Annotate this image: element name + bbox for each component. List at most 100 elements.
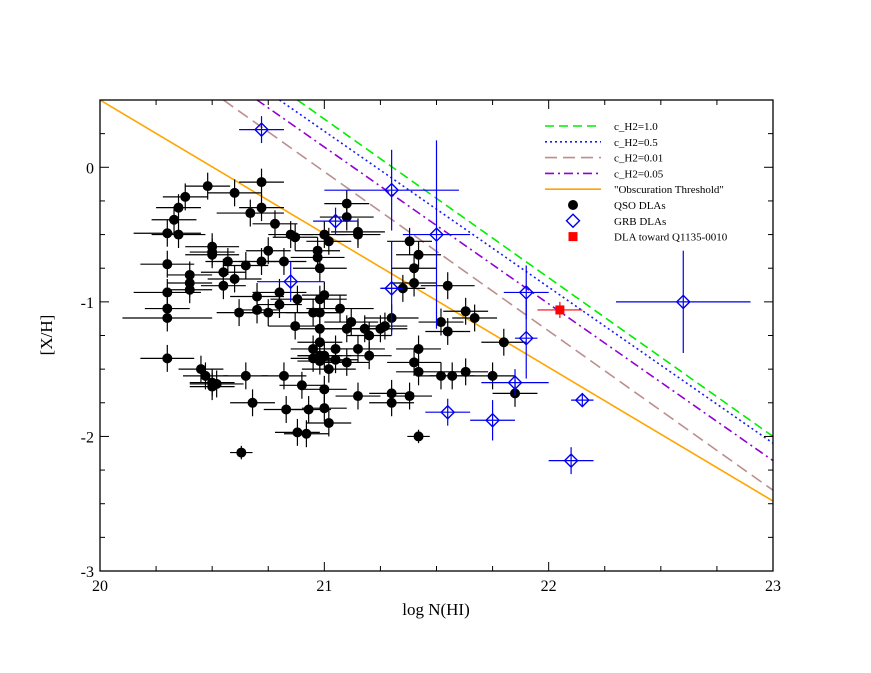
qso-point <box>335 382 381 410</box>
qso-point <box>353 315 408 343</box>
qso-marker <box>379 321 390 332</box>
qso-marker <box>442 326 453 337</box>
qso-point <box>156 194 201 222</box>
qso-marker <box>469 313 480 324</box>
qso-point <box>306 227 352 255</box>
qso-point <box>387 227 433 255</box>
qso-point <box>230 445 253 460</box>
qso-marker <box>413 249 424 260</box>
qso-point <box>151 221 206 249</box>
legend-swatch <box>565 213 581 229</box>
qso-marker <box>314 263 325 274</box>
qso-marker <box>303 404 314 415</box>
qso-marker <box>207 249 218 260</box>
qso-marker <box>184 284 195 295</box>
qso-marker <box>404 236 415 247</box>
qso-point <box>216 199 284 227</box>
legend-item-obsc: "Obscuration Threshold" <box>545 184 724 196</box>
legend-item-c10: c_H2=1.0 <box>545 121 658 133</box>
qso-point <box>369 389 415 417</box>
qso-point <box>185 241 240 269</box>
grb-point <box>425 398 471 426</box>
q1135-point <box>537 301 583 319</box>
qso-marker <box>247 397 258 408</box>
qso-marker <box>218 280 229 291</box>
grb-marker <box>328 213 344 229</box>
qso-point <box>272 223 318 251</box>
legend-swatch <box>568 200 578 210</box>
grb-point <box>470 400 516 441</box>
qso-point <box>241 299 296 327</box>
grb-marker <box>440 404 456 420</box>
qso-marker <box>169 214 180 225</box>
legend-item-qso: QSO DLAs <box>568 200 666 212</box>
qso-point <box>239 194 284 222</box>
qso-point <box>443 358 489 386</box>
qso-marker <box>263 307 274 318</box>
qso-point <box>189 370 244 398</box>
qso-marker <box>335 303 346 314</box>
qso-marker <box>252 304 263 315</box>
qso-marker <box>274 299 285 310</box>
legend-label: c_H2=1.0 <box>614 121 658 133</box>
qso-marker <box>263 245 274 256</box>
qso-point <box>223 362 269 390</box>
qso-point <box>286 396 332 423</box>
qso-marker <box>323 417 334 428</box>
grb-marker <box>429 227 444 243</box>
x-tick-label: 23 <box>765 578 781 595</box>
qso-marker <box>211 378 222 389</box>
qso-marker <box>460 366 471 377</box>
qso-marker <box>292 427 303 438</box>
x-axis-label: log N(HI) <box>402 600 470 619</box>
qso-marker <box>341 357 352 368</box>
grb-point <box>380 241 403 336</box>
grb-point <box>402 140 471 329</box>
grb-point <box>239 116 284 144</box>
qso-point <box>245 237 291 265</box>
legend-swatch <box>568 232 578 242</box>
qso-point <box>140 344 195 372</box>
qso-point <box>306 295 374 323</box>
grb-marker <box>485 412 501 428</box>
qso-marker <box>364 350 375 361</box>
qso-marker <box>404 391 415 402</box>
qso-point <box>133 219 201 247</box>
qso-point <box>407 429 430 444</box>
qso-point <box>257 291 302 319</box>
x-tick-label: 21 <box>316 578 332 595</box>
qso-point <box>200 272 246 300</box>
qso-marker <box>319 384 330 395</box>
qso-marker <box>341 212 352 223</box>
q1135-marker <box>555 305 565 315</box>
qso-point <box>396 335 441 363</box>
y-tick-label: -3 <box>81 564 94 581</box>
grb-marker <box>507 375 523 391</box>
qso-marker <box>442 280 453 291</box>
qso-marker <box>323 236 334 247</box>
qso-point <box>324 308 379 336</box>
qso-point <box>324 348 370 376</box>
qso-point <box>297 342 352 370</box>
qso-marker <box>296 380 307 391</box>
y-tick-label: 0 <box>86 160 94 177</box>
qso-point <box>189 373 235 401</box>
qso-point <box>261 248 307 275</box>
qso-marker <box>498 337 509 348</box>
qso-point <box>396 358 441 386</box>
qso-marker <box>352 229 363 240</box>
qso-marker <box>180 191 191 202</box>
qso-point <box>167 276 213 304</box>
qso-marker <box>386 397 397 408</box>
qso-marker <box>240 260 251 271</box>
grb-marker <box>283 274 299 290</box>
series-grb <box>239 116 751 475</box>
x-tick-label: 22 <box>541 578 557 595</box>
qso-marker <box>202 181 213 192</box>
qso-marker <box>173 202 184 213</box>
qso-marker <box>229 273 240 284</box>
grb-point <box>548 447 594 475</box>
qso-marker <box>162 228 173 239</box>
legend-item-grb: GRB DLAs <box>565 213 666 229</box>
qso-point <box>234 296 280 324</box>
